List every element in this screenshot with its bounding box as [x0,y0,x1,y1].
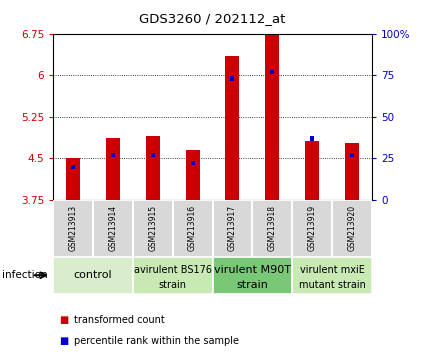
Text: GSM213915: GSM213915 [148,205,157,251]
Text: transformed count: transformed count [74,315,165,325]
Bar [146,136,160,200]
Bar [212,257,292,294]
Text: mutant strain: mutant strain [299,280,366,290]
Text: strain: strain [159,280,187,290]
Text: ■: ■ [60,336,69,346]
Text: percentile rank within the sample: percentile rank within the sample [74,336,239,346]
Bar [350,153,354,157]
Bar [310,136,314,141]
Text: virulent M90T: virulent M90T [214,265,291,275]
Text: GSM213913: GSM213913 [68,205,77,251]
Bar [71,165,75,169]
Text: ■: ■ [60,315,69,325]
Text: GSM213917: GSM213917 [228,205,237,251]
Bar [53,200,93,257]
Bar [191,161,195,165]
Text: GSM213918: GSM213918 [268,205,277,251]
Bar [292,200,332,257]
Bar [133,200,173,257]
Bar [212,200,252,257]
Text: GSM213916: GSM213916 [188,205,197,251]
Bar [186,150,200,200]
Text: strain: strain [236,280,268,290]
Text: control: control [74,270,112,280]
Bar [53,257,133,294]
Bar [106,138,120,200]
Bar [66,159,80,200]
Text: GDS3260 / 202112_at: GDS3260 / 202112_at [139,12,286,25]
Bar [332,200,372,257]
Text: avirulent BS176: avirulent BS176 [133,265,212,275]
Bar [345,143,359,200]
Bar [93,200,133,257]
Text: GSM213920: GSM213920 [348,205,357,251]
Bar [151,153,155,157]
Bar [230,76,234,81]
Bar [292,257,372,294]
Bar [111,153,115,157]
Text: infection: infection [2,270,48,280]
Text: virulent mxiE: virulent mxiE [300,265,365,275]
Bar [252,200,292,257]
Text: GSM213919: GSM213919 [308,205,317,251]
Bar [225,56,239,200]
Bar [265,35,279,200]
Bar [133,257,212,294]
Bar [270,70,274,74]
Text: GSM213914: GSM213914 [108,205,117,251]
Bar [173,200,212,257]
Bar [305,141,319,200]
